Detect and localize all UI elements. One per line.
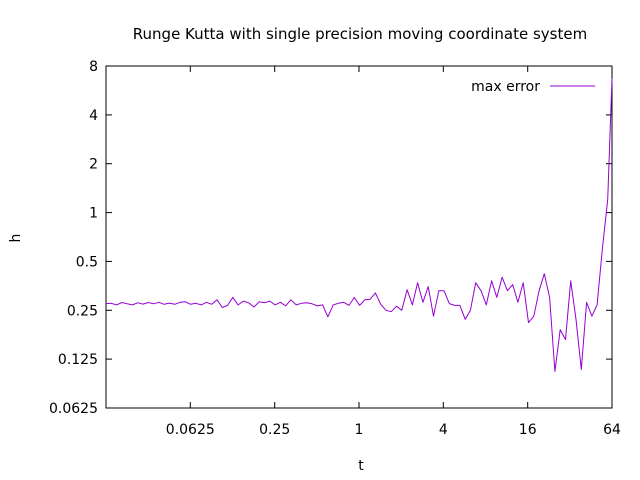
y-tick-label: 2 bbox=[89, 157, 98, 173]
x-tick-label: 1 bbox=[355, 422, 364, 438]
legend: max error bbox=[471, 79, 595, 95]
y-tick-label: 0.25 bbox=[67, 303, 98, 319]
y-tick-label: 0.125 bbox=[58, 352, 98, 368]
y-tick-label: 0.5 bbox=[76, 254, 98, 270]
x-tick-label: 4 bbox=[439, 422, 448, 438]
x-tick-label: 64 bbox=[603, 422, 621, 438]
y-tick-label: 1 bbox=[89, 206, 98, 222]
y-tick-label: 8 bbox=[89, 59, 98, 75]
x-tick-label: 0.25 bbox=[259, 422, 290, 438]
series-layer bbox=[105, 78, 613, 372]
y-axis-label: h bbox=[8, 234, 24, 243]
legend-label-max-error: max error bbox=[471, 79, 540, 95]
plot-frame bbox=[105, 65, 613, 409]
y-tick-label: 0.0625 bbox=[49, 401, 98, 417]
axes: 0.0625 0.25 1 4 16 64 0.0625 0.125 0.25 0.5 1 2 4 8 bbox=[49, 59, 621, 438]
x-tick-label: 16 bbox=[519, 422, 537, 438]
series-line-max-error bbox=[105, 78, 613, 372]
chart-title: Runge Kutta with single precision moving… bbox=[133, 25, 587, 43]
x-axis-label: t bbox=[358, 458, 364, 474]
x-tick-label: 0.0625 bbox=[166, 422, 215, 438]
y-tick-label: 4 bbox=[89, 108, 98, 124]
